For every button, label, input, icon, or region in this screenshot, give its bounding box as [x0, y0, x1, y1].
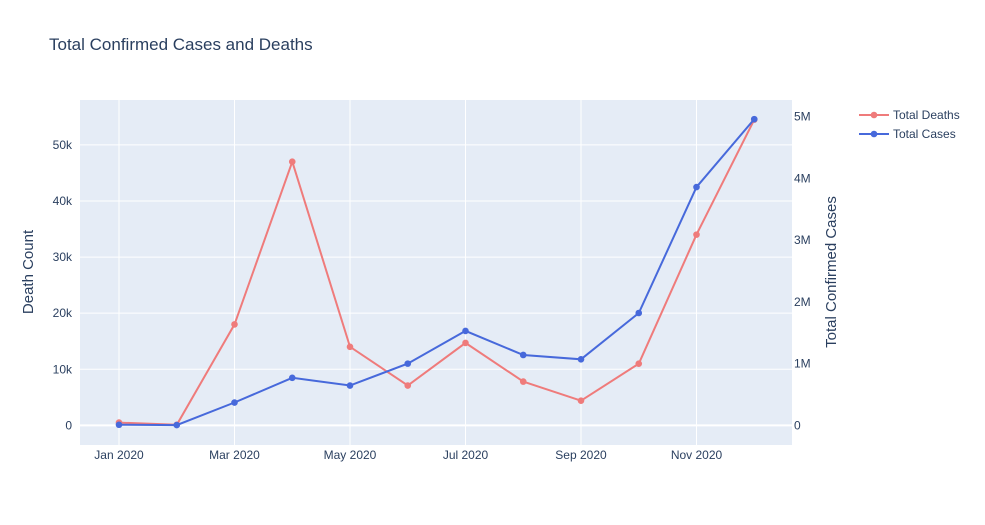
data-point-total-cases: [635, 309, 643, 317]
data-point-total-cases: [288, 374, 296, 382]
data-point-total-cases: [346, 382, 354, 389]
legend: Total Deaths Total Cases: [859, 108, 960, 141]
plot-area: [80, 100, 792, 445]
series-line-total-deaths: [118, 119, 756, 426]
data-point-total-cases: [750, 115, 758, 123]
data-point-total-deaths: [519, 378, 527, 385]
data-point-total-deaths: [231, 321, 238, 328]
y-right-tick-label: 5M: [794, 110, 811, 124]
x-tick-label: Mar 2020: [209, 448, 260, 462]
x-tick-label: Jul 2020: [443, 448, 489, 462]
data-point-total-deaths: [693, 231, 700, 238]
legend-label-total-deaths: Total Deaths: [893, 108, 960, 122]
y-right-tick-label: 2M: [794, 295, 811, 309]
y-left-tick-label: 30k: [53, 250, 73, 264]
data-point-total-cases: [462, 327, 469, 335]
data-point-total-cases: [231, 399, 238, 406]
y-right-axis-title: Total Confirmed Cases: [823, 196, 840, 348]
data-point-total-deaths: [404, 382, 412, 389]
data-point-total-cases: [519, 351, 527, 359]
y-left-tick-label: 20k: [53, 306, 73, 320]
y-right-tick-label: 3M: [794, 233, 811, 247]
series-layer: [115, 115, 758, 429]
series-line-total-cases: [118, 118, 756, 427]
data-point-total-deaths: [577, 397, 585, 404]
data-point-total-cases: [577, 356, 585, 363]
y-left-tick-label: 10k: [53, 362, 73, 376]
legend-marker-total-deaths: [870, 111, 878, 119]
data-point-total-cases: [173, 421, 181, 429]
legend-marker-total-cases: [870, 130, 878, 138]
grid-lines: [80, 100, 792, 445]
x-tick-label: Nov 2020: [671, 448, 723, 462]
data-point-total-deaths: [635, 360, 643, 367]
data-point-total-deaths: [288, 158, 296, 166]
data-point-total-cases: [404, 360, 412, 367]
x-tick-label: May 2020: [324, 448, 377, 462]
y-right-tick-label: 4M: [794, 171, 811, 185]
axis-ticks: Jan 2020 Mar 2020 May 2020 Jul 2020 Sep 2020…: [53, 110, 811, 462]
y-left-axis-title: Death Count: [20, 229, 37, 314]
x-tick-label: Jan 2020: [94, 448, 144, 462]
data-point-total-cases: [693, 183, 700, 191]
data-point-total-deaths: [462, 339, 469, 347]
data-point-total-cases: [115, 421, 123, 429]
x-tick-label: Sep 2020: [555, 448, 607, 462]
y-left-tick-label: 40k: [53, 194, 73, 208]
y-right-tick-label: 1M: [794, 357, 811, 371]
legend-label-total-cases: Total Cases: [893, 127, 956, 141]
y-left-tick-label: 0: [65, 418, 72, 432]
chart-title: Total Confirmed Cases and Deaths: [49, 35, 313, 54]
y-right-tick-label: 0: [794, 418, 801, 432]
y-left-tick-label: 50k: [53, 138, 73, 152]
data-point-total-deaths: [346, 343, 354, 351]
